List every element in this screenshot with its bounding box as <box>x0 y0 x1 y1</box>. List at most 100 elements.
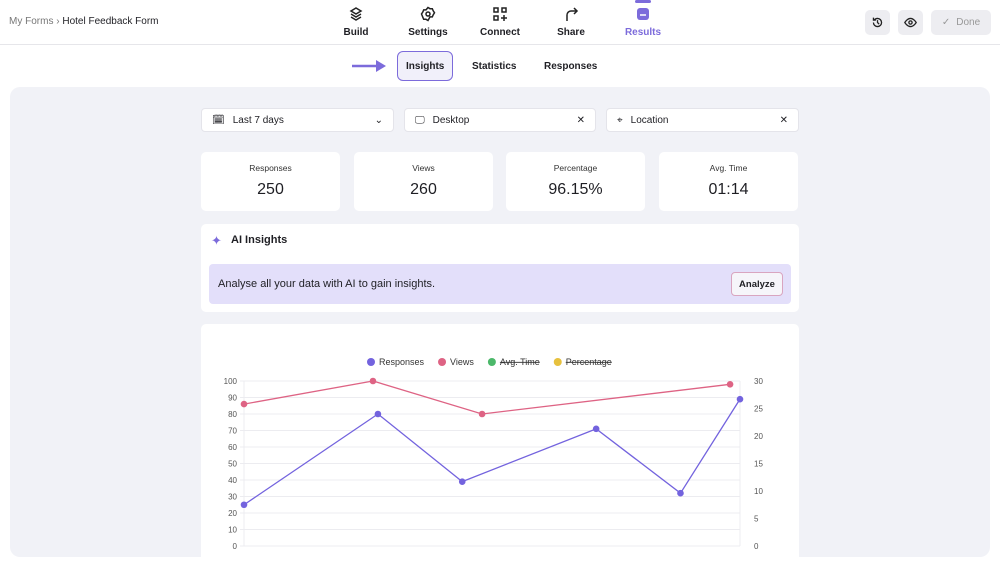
location-value: Location <box>630 114 669 126</box>
nav-label: Share <box>557 27 585 38</box>
data-point <box>677 489 684 497</box>
stat-title: Views <box>412 163 435 173</box>
eye-icon <box>904 17 917 28</box>
location-pin-icon: ⌖ <box>617 114 623 126</box>
stat-value: 01:14 <box>708 181 749 198</box>
breadcrumb-my-forms[interactable]: My Forms <box>9 16 54 27</box>
device-filter[interactable]: 🖵 Desktop ✕ <box>404 108 596 132</box>
stat-responses: Responses 250 <box>201 152 340 211</box>
series-line-responses <box>243 398 741 506</box>
nav-connect[interactable]: Connect <box>465 6 535 38</box>
nav-label: Results <box>624 27 662 38</box>
stat-views: Views 260 <box>354 152 493 211</box>
history-icon <box>872 17 883 28</box>
analyze-button[interactable]: Analyze <box>731 272 783 296</box>
y-right-tick-label: 30 <box>754 377 763 386</box>
nav-label: Settings <box>408 27 448 38</box>
nav-label: Connect <box>480 27 520 38</box>
y-left-tick-label: 60 <box>228 443 237 452</box>
y-right-tick-label: 20 <box>754 432 763 441</box>
y-right-tick-label: 5 <box>754 515 759 524</box>
tab-statistics[interactable]: Statistics <box>472 60 517 72</box>
subtabs: Insights Statistics Responses <box>0 51 1000 81</box>
legend-marker <box>367 358 375 366</box>
breadcrumb-current: Hotel Feedback Form <box>62 16 159 27</box>
legend-item-avg-time[interactable]: Avg. Time <box>500 357 540 367</box>
legend-item-views[interactable]: Views <box>450 357 474 367</box>
clear-location-icon[interactable]: ✕ <box>779 114 788 126</box>
ai-message: Analyse all your data with AI to gain in… <box>218 278 436 290</box>
legend-marker <box>553 358 562 366</box>
y-left-tick-label: 90 <box>228 394 237 403</box>
nav-settings[interactable]: Settings <box>393 6 463 38</box>
history-button[interactable] <box>865 10 890 35</box>
calendar-icon: 🗓 <box>212 114 225 126</box>
ai-insights-title: AI Insights <box>231 234 288 246</box>
data-point <box>240 501 248 509</box>
nav-results[interactable]: Results <box>608 0 678 38</box>
stat-percentage: Percentage 96.15% <box>506 152 645 211</box>
y-right-tick-label: 25 <box>754 405 763 414</box>
stat-value: 260 <box>410 181 437 198</box>
data-point <box>736 395 744 403</box>
preview-button[interactable] <box>898 10 923 35</box>
y-left-tick-label: 0 <box>233 542 238 551</box>
breadcrumb: My Forms › Hotel Feedback Form <box>9 16 159 27</box>
gear-icon <box>420 6 436 22</box>
date-range-value: Last 7 days <box>232 114 284 126</box>
nav-share[interactable]: Share <box>536 6 606 38</box>
grid-plus-icon <box>493 7 507 21</box>
layers-icon <box>349 7 363 21</box>
location-filter[interactable]: ⌖ Location ✕ <box>606 108 799 132</box>
ai-banner: Analyse all your data with AI to gain in… <box>209 264 791 304</box>
y-left-tick-label: 40 <box>228 476 237 485</box>
y-left-tick-label: 30 <box>228 493 237 502</box>
y-right-tick-label: 15 <box>754 460 763 469</box>
stat-title: Responses <box>249 163 292 173</box>
series-line-views <box>243 380 731 415</box>
nav-build[interactable]: Build <box>321 6 391 38</box>
device-value: Desktop <box>432 114 470 126</box>
y-right-tick-label: 10 <box>754 487 763 496</box>
sparkle-icon: ✦ <box>211 233 222 248</box>
data-point <box>726 381 734 388</box>
done-button[interactable]: ✓ Done <box>931 10 991 35</box>
y-left-tick-label: 10 <box>228 526 237 535</box>
share-arrow-icon <box>566 7 579 21</box>
monitor-icon: 🖵 <box>415 114 425 126</box>
stat-value: 96.15% <box>548 181 603 198</box>
data-point <box>374 410 382 418</box>
data-point <box>240 400 248 408</box>
data-point <box>592 425 600 433</box>
legend-item-responses[interactable]: Responses <box>379 357 425 367</box>
data-point <box>478 410 486 418</box>
y-left-tick-label: 100 <box>224 377 238 386</box>
clear-device-icon[interactable]: ✕ <box>576 114 585 126</box>
y-left-tick-label: 50 <box>228 460 237 469</box>
y-left-tick-label: 70 <box>228 427 237 436</box>
inbox-icon <box>637 8 649 20</box>
chart-card <box>201 324 799 564</box>
nav-label: Build <box>343 27 369 38</box>
arrow-right-icon <box>352 60 386 72</box>
stat-title: Avg. Time <box>709 163 748 173</box>
check-icon: ✓ <box>941 17 951 28</box>
legend-marker <box>438 358 447 366</box>
tab-responses[interactable]: Responses <box>544 60 598 72</box>
stat-value: 250 <box>257 181 284 198</box>
legend-item-percentage[interactable]: Percentage <box>566 357 612 367</box>
stat-avg-time: Avg. Time 01:14 <box>659 152 798 211</box>
data-point <box>369 377 377 385</box>
stat-title: Percentage <box>553 163 598 173</box>
date-range-select[interactable]: 🗓 Last 7 days ⌄ <box>201 108 394 132</box>
y-left-tick-label: 80 <box>228 410 237 419</box>
y-right-tick-label: 0 <box>754 542 759 551</box>
top-bar: My Forms › Hotel Feedback Form Build Set… <box>0 0 1000 45</box>
done-label: Done <box>956 17 981 28</box>
tab-insights[interactable]: Insights <box>397 51 454 81</box>
breadcrumb-separator: › <box>56 16 60 27</box>
chevron-down-icon: ⌄ <box>374 114 383 126</box>
legend-marker <box>487 358 496 366</box>
data-point <box>458 478 466 485</box>
